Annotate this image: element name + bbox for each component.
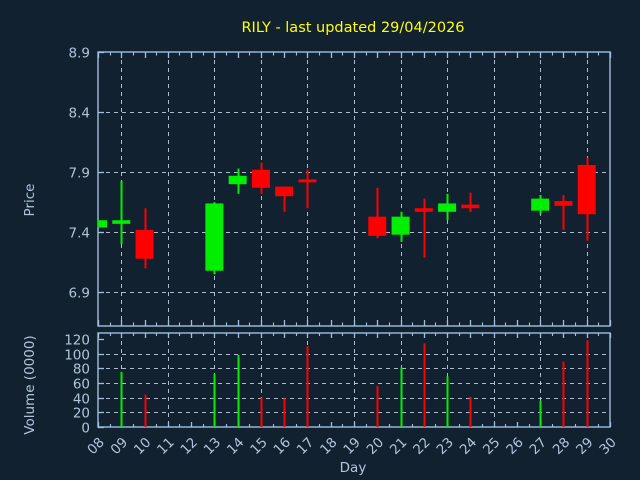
candle-body [298,179,317,183]
price-tick-label: 7.4 [69,226,90,242]
candle-body [251,169,270,188]
volume-tick-label: 60 [73,377,90,393]
candle-body [391,216,410,235]
volume-tick-label: 100 [64,348,90,364]
price-tick-label: 7.9 [69,166,90,182]
candle-body [98,220,107,228]
candle-body [368,216,387,236]
volume-tick-label: 120 [64,333,90,349]
candlestick-22 [414,198,433,258]
price-panel: 8.9 8.4 7.9 7.4 6.9 [69,46,612,327]
x-axis-label: Day [340,460,367,476]
candle-body [275,186,294,197]
candlestick-20 [368,187,387,239]
candlestick-17 [298,169,317,209]
candlestick-14 [228,168,247,194]
candlestick-10 [135,208,154,269]
candlestick-09 [112,180,131,245]
candle-body [205,203,224,271]
volume-tick-label: 0 [81,421,90,437]
volume-tick-label: 20 [73,406,90,422]
candle-body [461,204,480,209]
candlestick-21 [391,211,410,242]
volume-tick-label: 80 [73,362,90,378]
candle-body [112,220,131,224]
price-tick-label: 8.9 [69,46,90,62]
candle-body [554,201,573,206]
volume-tick-label: 40 [73,392,90,408]
volume-axis-label: Volume (0000) [22,335,38,434]
price-tick-label: 8.4 [69,106,90,122]
candle-body [577,164,596,215]
candlestick-29 [577,157,596,241]
price-axis-label: Price [22,184,38,217]
candle-body [135,229,154,259]
candlestick-16 [275,186,294,212]
candlestick-27 [531,195,550,215]
candlestick-23 [438,193,457,221]
candle-body [438,203,457,212]
candlestick-08 [97,220,107,228]
chart-title: RILY - last updated 29/04/2026 [241,20,464,36]
candlestick-13 [205,202,224,275]
candlestick-24 [461,192,480,212]
candle-body [414,208,433,212]
candle-body [531,198,550,211]
candlestick-15 [251,162,270,194]
price-tick-label: 6.9 [69,286,90,302]
candle-body [228,175,247,185]
candlestick-28 [554,195,573,230]
x-tick-labels: 08 09 10 11 12 13 14 15 16 17 18 19 20 21 22 23 24 25 26 27… [84,435,619,458]
